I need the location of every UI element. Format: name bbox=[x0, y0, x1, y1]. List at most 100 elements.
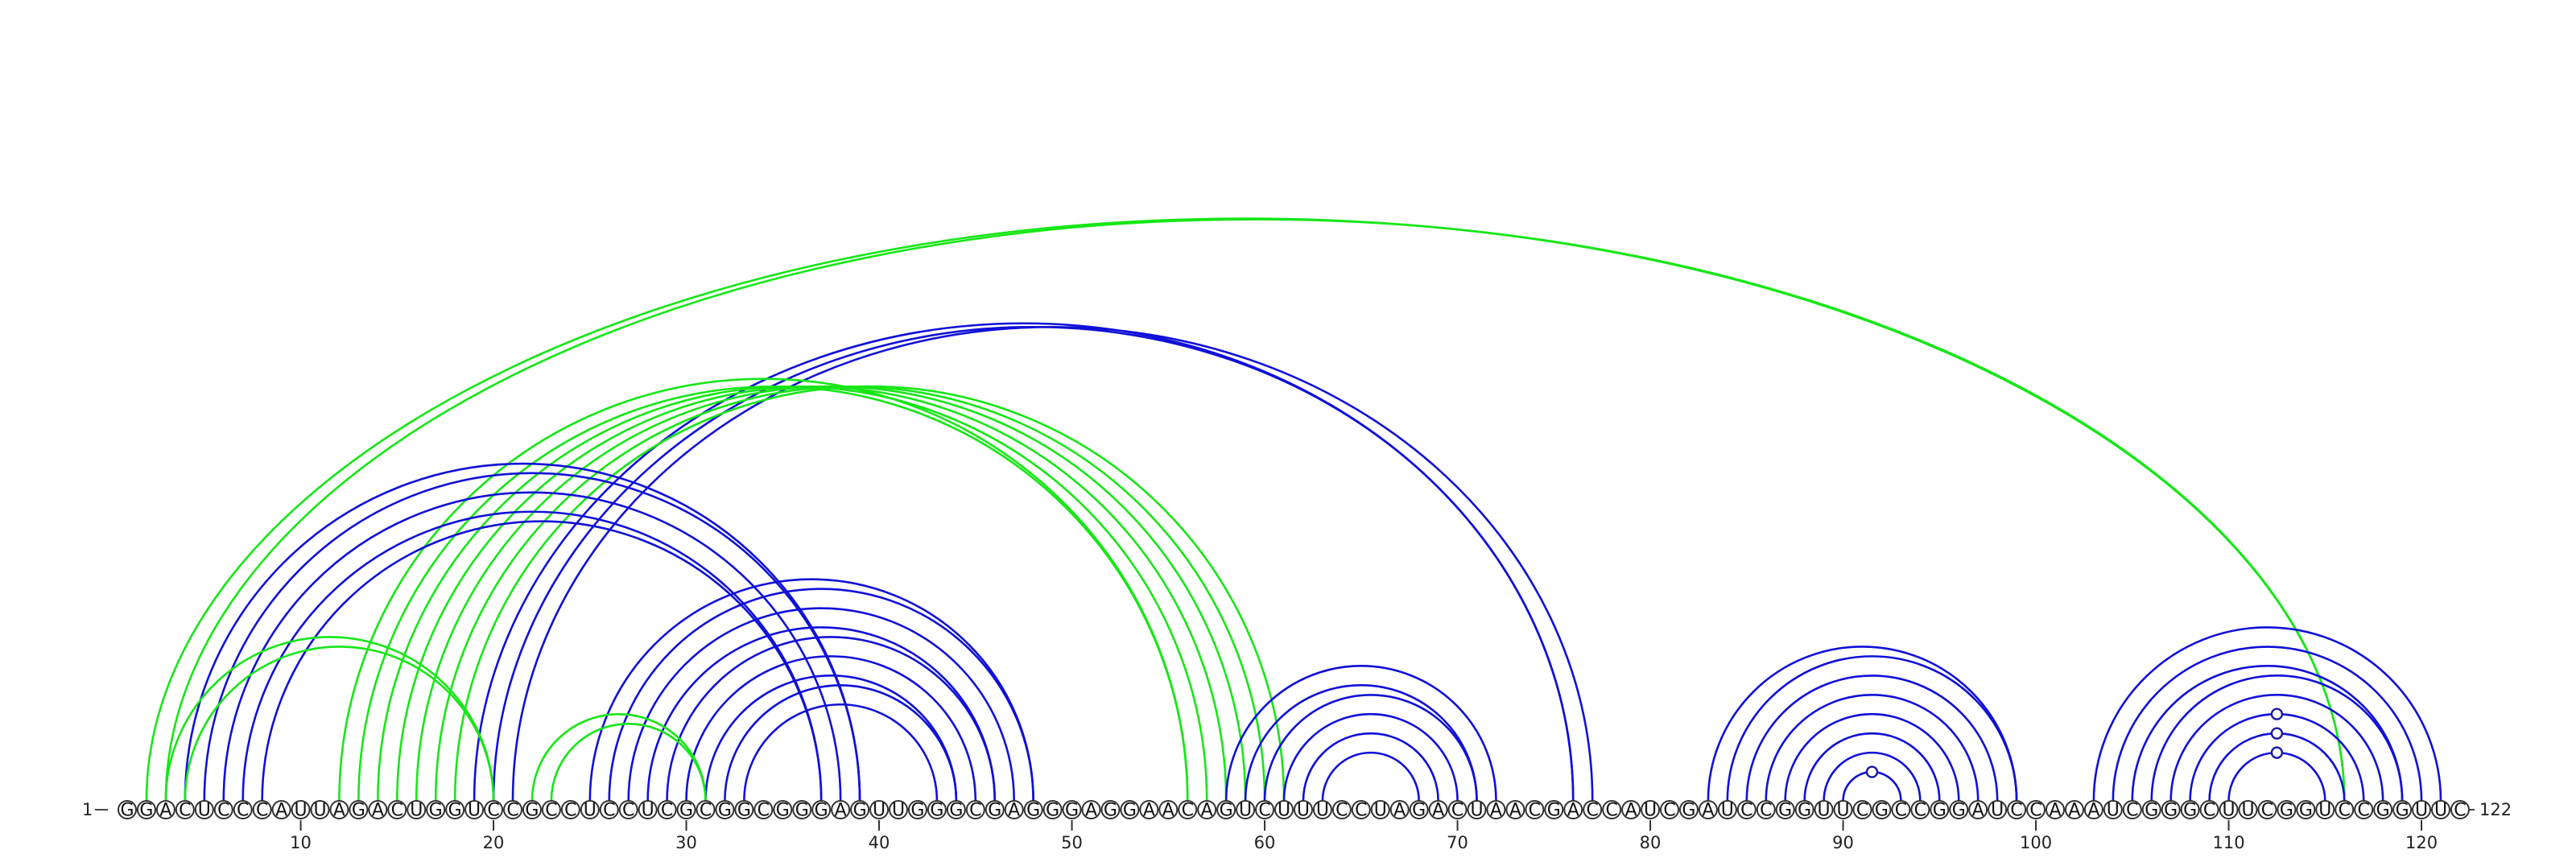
nucleotide-letter: G bbox=[930, 801, 943, 821]
nucleotide: G bbox=[2180, 800, 2200, 821]
nucleotide-letter: U bbox=[584, 801, 597, 821]
blue-base-pair-arc bbox=[1745, 674, 1999, 802]
nucleotide-circle bbox=[1428, 800, 1448, 819]
position-tick-label: 80 bbox=[1640, 833, 1662, 852]
nucleotide-circle bbox=[2373, 800, 2393, 819]
end-label: 122 bbox=[2479, 800, 2512, 819]
nucleotide-circle bbox=[1660, 800, 1679, 819]
blue-base-pair-arc bbox=[473, 322, 1575, 802]
nucleotide-letter: G bbox=[1933, 801, 1946, 821]
nucleotide-letter: G bbox=[139, 801, 153, 821]
start-label: 1 bbox=[82, 800, 93, 819]
nucleotide: G bbox=[715, 800, 735, 821]
nucleotide-circle bbox=[2064, 800, 2084, 819]
nucleotide: U bbox=[638, 800, 658, 821]
nucleotide-letter: A bbox=[275, 801, 287, 821]
position-tick-label: 60 bbox=[1254, 833, 1276, 852]
nucleotide-letter: C bbox=[2339, 801, 2351, 821]
nucleotide-circle bbox=[1525, 800, 1545, 819]
position-tick-label: 20 bbox=[483, 833, 505, 852]
nucleotide: C bbox=[1602, 800, 1622, 821]
nucleotide-letter: C bbox=[1451, 801, 1463, 821]
nucleotide-letter: A bbox=[1162, 801, 1174, 821]
nucleotide-circle bbox=[1988, 800, 2008, 819]
nucleotide: C bbox=[484, 800, 504, 821]
nucleotide: G bbox=[1409, 800, 1429, 821]
nucleotide: C bbox=[2007, 800, 2027, 821]
nucleotide-circle bbox=[1274, 800, 1294, 819]
nucleotide-circle bbox=[985, 800, 1005, 819]
nucleotide: G bbox=[2161, 800, 2181, 821]
nucleotide-letter: C bbox=[2029, 801, 2041, 821]
nucleotide: G bbox=[2392, 800, 2413, 821]
nucleotide: A bbox=[2083, 800, 2103, 821]
green-base-pair-arc bbox=[164, 636, 495, 802]
nucleotide-circle bbox=[271, 800, 291, 819]
nucleotide-letter: U bbox=[468, 801, 481, 821]
nucleotide-circle bbox=[1833, 800, 1853, 819]
green-base-pair-arc bbox=[396, 385, 1228, 802]
nucleotide: U bbox=[310, 800, 330, 821]
nucleotide-circle bbox=[484, 800, 504, 819]
nucleotide: U bbox=[1717, 800, 1737, 821]
nucleotide-letter: G bbox=[679, 801, 693, 821]
nucleotide: A bbox=[1563, 800, 1583, 821]
nucleotide-circle bbox=[580, 800, 600, 819]
nucleotide: U bbox=[407, 800, 427, 821]
nucleotide: G bbox=[1794, 800, 1814, 821]
nucleotide: C bbox=[1660, 800, 1679, 821]
nucleotide-circle bbox=[792, 800, 812, 819]
nucleotide-letter: C bbox=[1663, 801, 1675, 821]
nucleotide-letter: U bbox=[642, 801, 654, 821]
nucleotide: C bbox=[2354, 800, 2374, 821]
nucleotide: A bbox=[1428, 800, 1448, 821]
nucleotide-letter: C bbox=[1740, 801, 1752, 821]
nucleotide-circle bbox=[599, 800, 619, 819]
nucleotide-letter: C bbox=[1182, 801, 1194, 821]
nucleotide: C bbox=[1910, 800, 1930, 821]
blue-base-pair-arc bbox=[608, 588, 1034, 802]
nucleotide-circle bbox=[946, 800, 966, 819]
nucleotide-circle bbox=[2354, 800, 2374, 819]
nucleotide-letter: G bbox=[1026, 801, 1040, 821]
nucleotide-letter: C bbox=[1529, 801, 1541, 821]
nucleotide: C bbox=[1331, 800, 1352, 821]
nucleotide-circle bbox=[1505, 800, 1525, 819]
nucleotide-circle bbox=[349, 800, 369, 819]
blue-base-pair-arc bbox=[627, 607, 1015, 802]
nucleotide: U bbox=[2431, 800, 2450, 821]
position-tick-label: 100 bbox=[2020, 833, 2052, 852]
nucleotide-circle bbox=[2392, 800, 2413, 819]
nucleotide-letter: G bbox=[2299, 801, 2313, 821]
nucleotide: A bbox=[1505, 800, 1525, 821]
nucleotide-letter: U bbox=[294, 801, 307, 821]
nucleotide-letter: U bbox=[313, 801, 326, 821]
position-tick-label: 10 bbox=[290, 833, 312, 852]
nucleotide-circle bbox=[1389, 800, 1410, 819]
nucleotide-letter: U bbox=[2415, 801, 2428, 821]
blue-base-pair-arc bbox=[1707, 646, 2018, 802]
markers-layer bbox=[1865, 707, 2284, 778]
nucleotide-circle bbox=[676, 800, 696, 819]
nucleotide-letter: C bbox=[2126, 801, 2138, 821]
nucleotide-letter: G bbox=[1778, 801, 1792, 821]
nucleotide-letter: A bbox=[1008, 801, 1020, 821]
nucleotide: A bbox=[155, 800, 175, 821]
nucleotide-letter: C bbox=[487, 801, 499, 821]
nucleotide: C bbox=[175, 800, 195, 821]
blue-base-pair-arc bbox=[203, 472, 861, 802]
nucleotide-circle bbox=[252, 800, 272, 819]
nucleotide-circle bbox=[2277, 800, 2297, 819]
nucleotide-circle bbox=[1409, 800, 1429, 819]
nucleotide: C bbox=[1756, 800, 1776, 821]
nucleotide: G bbox=[773, 800, 793, 821]
nucleotide-circle bbox=[1621, 800, 1641, 819]
nucleotide-letter: A bbox=[1567, 801, 1579, 821]
nucleotide-circle bbox=[522, 800, 542, 819]
nucleotide-letter: G bbox=[429, 801, 443, 821]
nucleotide-circle bbox=[1641, 800, 1661, 819]
nucleotide: U bbox=[1274, 800, 1294, 821]
nucleotide-circle bbox=[1968, 800, 1988, 819]
position-tick-label: 120 bbox=[2405, 833, 2438, 852]
